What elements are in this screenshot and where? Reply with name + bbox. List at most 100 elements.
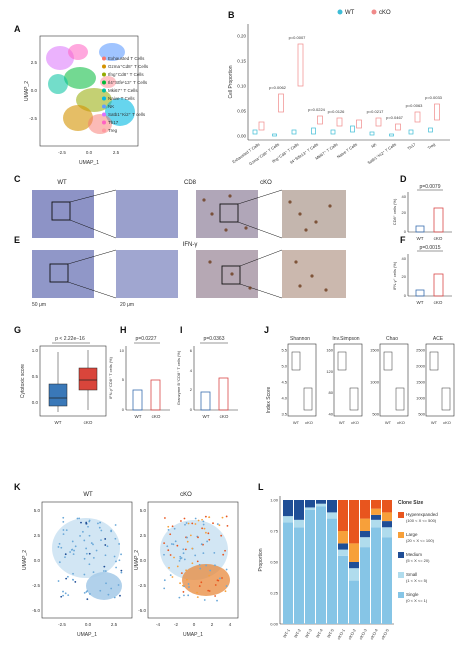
- box-cko: [78, 367, 98, 391]
- cell-dot: [163, 579, 166, 582]
- cell-dot: [189, 534, 192, 537]
- x-tick-label: WT-1: [282, 627, 291, 638]
- cell-dot: [99, 589, 102, 592]
- stain-dot: [294, 260, 298, 264]
- panel-a-ytick: 0.0: [31, 88, 38, 93]
- cell-dot: [208, 516, 210, 519]
- legend-swatch: [398, 592, 404, 598]
- bar-segment: [371, 519, 381, 528]
- bar-segment: [360, 547, 370, 624]
- cell-dot: [88, 534, 91, 537]
- cell-dot: [71, 548, 74, 551]
- bar-cko: [433, 273, 444, 297]
- cell-dot: [67, 594, 70, 597]
- cell-dot: [186, 536, 188, 539]
- bar-wt: [415, 225, 425, 233]
- cell-dot: [180, 572, 183, 575]
- cell-dot: [208, 538, 211, 541]
- micrograph-cd8-wt-zoom: [116, 190, 178, 238]
- panel-f-barplot: p=0.0015 IFN-γ⁺ cells (%) 40 20 0 WT cKO: [392, 245, 452, 305]
- cell-dot: [169, 533, 172, 536]
- legend-swatch: [371, 9, 377, 15]
- y-tick-label: 3.5: [281, 412, 287, 417]
- stain-dot: [298, 284, 302, 288]
- zoom-line: [237, 221, 283, 239]
- cell-dot: [182, 552, 185, 555]
- panel-g-ylabel: Cytotoxic score: [20, 364, 26, 398]
- p-value-label: p=0.0126: [328, 109, 346, 114]
- legend-label: Hyperexpanded: [406, 512, 438, 517]
- panel-h-ylabel: IFN-γ⁺CD8⁺ T cells (%): [108, 356, 113, 399]
- x-tick-label: -4: [156, 622, 160, 627]
- bar-segment: [327, 500, 337, 513]
- x-tick-label: 2.5: [111, 622, 118, 627]
- cell-dot: [85, 521, 88, 524]
- cell-dot: [178, 596, 181, 599]
- y-tick-label: 5.5: [281, 348, 287, 353]
- bar-segment: [382, 512, 392, 522]
- panel-d-ytick: 40: [402, 194, 407, 199]
- cell-dot: [92, 557, 95, 559]
- bar-segment: [382, 537, 392, 624]
- panel-k-wt-frame: [41, 501, 133, 619]
- umap-cko-expanded: [182, 564, 230, 596]
- cell-dot: [120, 569, 123, 572]
- y-tick-label: 5.0: [140, 508, 147, 513]
- y-tick-label: 0.25: [270, 591, 279, 596]
- box-cko: [356, 119, 362, 129]
- y-tick-label: 1.00: [270, 498, 279, 503]
- y-tick-label: 0.75: [270, 529, 279, 534]
- panel-a-umap: UMAP_1 UMAP_2 -2.5 0.0 2.5 2.5 0.0 -2.5 …: [24, 35, 149, 166]
- cell-dot: [207, 589, 210, 592]
- panel-h-pvalue: p=0.0227: [136, 336, 157, 342]
- y-tick-label: -5.0: [138, 608, 146, 613]
- panel-d-ytick: 20: [402, 210, 407, 215]
- cell-dot: [222, 553, 225, 556]
- cell-dot: [163, 542, 166, 545]
- bar-segment: [338, 549, 348, 556]
- cell-dot: [64, 553, 67, 556]
- cell-dot: [201, 518, 203, 521]
- box-wt: [369, 131, 375, 136]
- panel-a-ytick: -2.5: [29, 116, 37, 121]
- x-tick-label: WT-3: [304, 627, 313, 638]
- panel-i-ytick: 6: [190, 348, 193, 353]
- cell-dot: [221, 577, 223, 579]
- cell-dot: [62, 529, 65, 531]
- panel-b-yticks: 0.00 0.05 0.10 0.15 0.20: [237, 34, 246, 139]
- p-value-label: p=0.0033: [425, 95, 443, 100]
- cell-dot: [221, 516, 224, 519]
- bar-cko: [433, 207, 444, 233]
- bar-segment: [338, 555, 348, 624]
- cluster-nk: [99, 43, 125, 61]
- legend-label: NK: [108, 104, 114, 109]
- x-tick-label: cKO: [443, 420, 451, 425]
- cell-dot: [172, 543, 175, 546]
- bar-segment: [382, 521, 392, 528]
- panel-b-legend: WT cKO: [337, 9, 391, 16]
- x-tick-label: WT: [293, 420, 300, 425]
- stain-dot: [304, 228, 308, 232]
- cell-dot: [184, 523, 186, 526]
- bar-segment: [371, 514, 381, 520]
- cell-dot: [86, 598, 89, 601]
- cell-dot: [57, 546, 60, 548]
- panel-l-yticks: 1.00 0.75 0.50 0.25 0.00: [270, 498, 279, 627]
- legend-swatch: [398, 512, 404, 518]
- cell-dot: [102, 570, 105, 572]
- y-tick-label: 0.10: [237, 84, 246, 89]
- cell-dot: [89, 593, 91, 595]
- legend-swatch: [102, 88, 106, 93]
- cell-dot: [58, 561, 61, 564]
- cell-dot: [196, 560, 199, 563]
- legend-swatch: [398, 532, 404, 538]
- cell-dot: [198, 585, 201, 587]
- cell-dot: [80, 521, 82, 524]
- x-tick-label: WT: [339, 420, 346, 425]
- cell-dot: [197, 519, 200, 522]
- bar-segment: [283, 516, 293, 523]
- cell-dot: [114, 524, 117, 526]
- cell-dot: [197, 536, 199, 539]
- cluster-naive: [105, 98, 135, 126]
- box-wt: [408, 129, 414, 135]
